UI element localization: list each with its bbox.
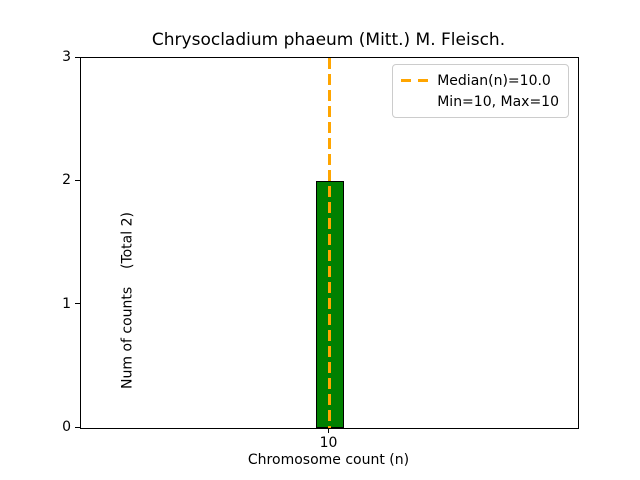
dashed-line-icon bbox=[401, 79, 429, 82]
y-tick-label: 2 bbox=[62, 172, 71, 189]
legend-label-median: Median(n)=10.0 bbox=[437, 72, 551, 89]
legend-entry-minmax: Min=10, Max=10 bbox=[401, 91, 559, 112]
y-axis-label: Num of counts (Total 2) bbox=[119, 212, 136, 389]
x-axis-label: Chromosome count (n) bbox=[247, 452, 410, 468]
median-line bbox=[328, 58, 331, 428]
y-tick-mark bbox=[75, 56, 80, 58]
legend-label-minmax: Min=10, Max=10 bbox=[437, 93, 559, 110]
legend: Median(n)=10.0 Min=10, Max=10 bbox=[392, 64, 569, 118]
legend-entry-median: Median(n)=10.0 bbox=[401, 70, 559, 91]
x-tick-label: 10 bbox=[319, 435, 338, 451]
y-tick-mark bbox=[75, 179, 80, 181]
y-tick-label: 0 bbox=[62, 419, 71, 435]
y-tick-mark bbox=[75, 426, 80, 428]
y-tick-label: 1 bbox=[62, 295, 71, 312]
plot-area: Median(n)=10.0 Min=10, Max=10 Num of cou… bbox=[80, 57, 579, 429]
legend-empty-handle bbox=[401, 100, 428, 103]
chart-title: Chrysocladium phaeum (Mitt.) M. Fleisch. bbox=[151, 30, 506, 50]
y-tick-label: 3 bbox=[62, 49, 71, 65]
y-tick-mark bbox=[75, 303, 80, 305]
x-tick-mark bbox=[328, 428, 329, 433]
